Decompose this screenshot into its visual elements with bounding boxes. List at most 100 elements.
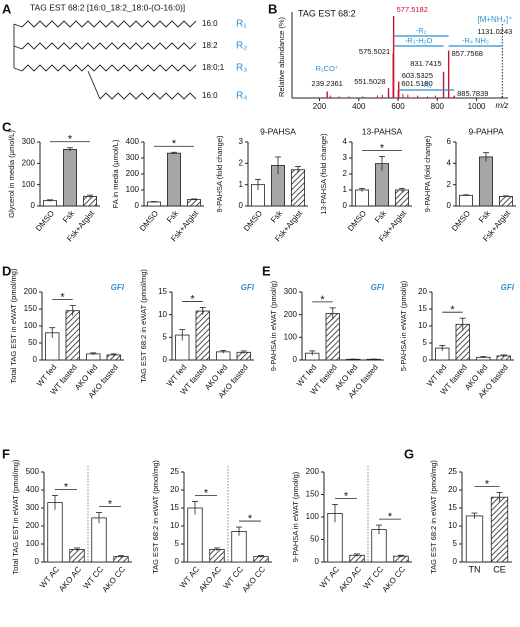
y-axis-title: Relative abundance (%) [277,16,286,97]
peak-label: 239.2361 [312,79,343,88]
fatty-chain [21,42,197,50]
significance-label: * [388,511,393,523]
bar [394,189,409,207]
y-tick-label: 300 [126,153,140,162]
y-tick-label: 4 [447,158,452,167]
annotation: R₁CO⁺ [316,64,339,73]
significance-label: * [450,304,455,316]
y-tick-label: 0 [135,201,140,210]
bar [371,529,387,563]
ether-link [87,70,101,100]
precursor-label: [M+NH₄]⁺ [477,15,512,24]
y-tick-label: 50 [310,535,319,544]
bar [65,310,80,361]
y-tick-label: 300 [26,503,40,512]
y-tick-label: 10 [170,521,179,530]
annotation: -R₄ NH₃ [462,36,489,45]
chain-r-label: R₄ [236,91,247,102]
y-tick-label: 0 [315,557,320,566]
fatty-chain [21,20,197,28]
x-tick-label: DMSO [138,209,160,233]
y-tick-label: 300 [284,287,298,296]
peak-label: 551.5028 [354,77,385,86]
bar [490,496,509,563]
y-tick-label: 15 [418,304,427,313]
y-tick-label: 20 [170,485,179,494]
y-tick-label: 15 [448,503,457,512]
x-tick-label: DMSO [450,209,472,233]
bar [166,152,181,207]
x-axis-title: m/z [496,101,509,110]
y-tick-label: 100 [24,321,38,330]
bar [63,149,78,207]
bar [47,502,63,563]
x-tick-label: 400 [352,102,366,111]
chain-r-label: R₁ [236,19,247,30]
ester-link [13,23,23,28]
x-tick-label: DMSO [34,209,56,233]
y-tick-label: 10 [448,521,457,530]
x-tick-label: AKO AC [337,565,363,594]
y-tick-label: 200 [22,158,36,167]
y-tick-label: 50 [28,338,37,347]
bar [195,310,210,361]
peak-label: 831.7415 [410,59,441,68]
significance-label: * [108,498,113,510]
bar [209,549,225,563]
structure-title: TAG EST 68:2 [16:0_18:2_18:0-(O-16:0)] [30,2,185,12]
y-tick-label: 0 [453,557,458,566]
bar [187,507,203,563]
panel-label: F [2,446,10,461]
y-tick-label: 0 [163,355,168,364]
ester-link [13,67,23,72]
y-tick-label: 200 [284,310,298,319]
y-axis-title: 9-PAHSA in eWAT (pmol/g) [269,280,278,371]
y-axis-title: Total TAG EST in eWAT (pmol/mg) [11,459,20,574]
y-tick-label: 25 [170,467,179,476]
panel-label: G [404,446,414,461]
chart-note: GFI [111,283,125,292]
fatty-chain [21,64,197,72]
x-tick-label: Fsk [61,208,77,224]
significance-label: * [68,134,73,146]
y-tick-label: 200 [24,287,38,296]
x-tick-label: AKO CC [101,565,128,594]
y-tick-label: 25 [448,467,457,476]
x-tick-label: DMSO [346,209,368,233]
y-tick-label: 400 [26,485,40,494]
y-tick-label: 15 [170,503,179,512]
bar [458,194,473,207]
bar [465,515,484,563]
x-tick-label: Fsk [477,208,493,224]
y-axis-title: TAG EST 68:2 in eWAT (pmol/mg) [151,460,160,574]
y-tick-label: 5 [175,539,180,548]
y-tick-label: 200 [126,169,140,178]
x-tick-label: AKO CC [241,565,268,594]
peak-label: 601.5180 [401,79,432,88]
y-axis-title: Glycerol in media (µmol/L) [7,130,16,218]
bar [478,156,493,207]
bar [354,189,369,207]
chart-note: GFI [241,283,255,292]
x-tick-label: 800 [431,102,445,111]
y-tick-label: 2 [447,180,452,189]
significance-label: * [64,481,69,493]
y-tick-label: 3 [343,153,348,162]
significance-label: * [204,487,209,499]
y-axis-title: 9-PAHSA in eWAT (pmol/g) [291,471,300,562]
chart-title: 13-PAHSA [362,126,403,136]
chain-label: 16:0 [202,91,218,100]
annotation: -R₃-H₂O [405,36,433,45]
bar [186,199,201,207]
peak-label: 885.7839 [457,89,488,98]
y-tick-label: 400 [126,137,140,146]
y-tick-label: 0 [31,201,36,210]
x-tick-label: 600 [391,102,405,111]
bar [290,169,305,207]
chain-label: 18:2 [202,41,218,50]
y-axis-title: 5-PAHSA in eWAT (pmol/g) [399,280,408,371]
significance-label: * [485,478,490,490]
y-tick-label: 20 [418,287,427,296]
ester-link [13,45,23,50]
